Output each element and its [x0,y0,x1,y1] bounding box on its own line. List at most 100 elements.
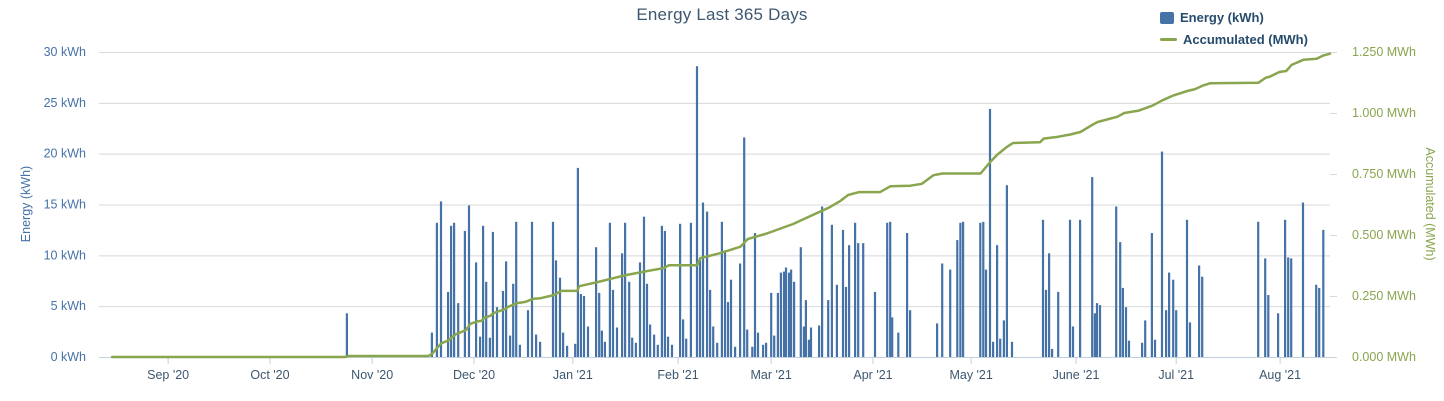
energy-bar [1277,313,1280,357]
y-axis-right-label: 0.250 MWh [1352,289,1416,303]
energy-bar [979,222,982,357]
energy-bar [1165,310,1168,357]
energy-bar [1301,202,1305,357]
energy-bar [435,222,438,357]
energy-bar [488,337,491,357]
legend-label: Accumulated (MWh) [1183,32,1308,47]
energy-bar [450,225,453,357]
energy-bar [1141,342,1144,357]
energy-bar [841,229,845,357]
energy-bar [709,289,712,357]
energy-bar [726,302,730,357]
energy-bar [936,323,939,357]
energy-bar [956,240,959,357]
energy-bar [873,291,877,357]
energy-bar [1153,339,1157,357]
energy-bar [1005,185,1008,357]
energy-bar [1119,242,1122,357]
energy-bar [1185,219,1189,358]
energy-bar [621,253,624,357]
energy-bar [988,108,992,358]
energy-bar [539,341,542,358]
energy-bar [447,291,450,357]
energy-bar [716,342,719,357]
x-axis-label: Jan '21 [553,368,593,382]
energy-bar [576,167,579,357]
energy-bar [1071,326,1075,357]
x-axis-label: Oct '20 [250,368,289,382]
x-axis-label: Sep '20 [147,368,189,382]
energy-bar [685,338,688,357]
legend-item-energy[interactable]: Energy (kWh) [1160,8,1308,27]
energy-bar [1010,341,1014,358]
energy-bar [773,335,776,357]
energy-bar [984,269,988,357]
energy-bar [515,221,518,357]
y-axis-left-label: 10 kWh [44,248,86,262]
energy-bar [1257,221,1260,357]
energy-bar [1201,276,1204,357]
energy-bar [897,332,900,357]
x-axis-label: Apr '21 [853,368,892,382]
energy-bar [723,250,727,358]
y-axis-right-label: 1.250 MWh [1352,45,1416,59]
energy-bar [501,290,505,357]
legend-item-accumulated[interactable]: Accumulated (MWh) [1160,30,1308,49]
energy-bar [518,344,521,357]
energy-bar [670,344,674,357]
energy-bar [1121,287,1124,357]
energy-bar [844,286,848,357]
energy-bar [1168,272,1171,357]
y-axis-left-label: 25 kWh [44,96,86,110]
energy-bar [1115,206,1118,357]
accumulated-line [110,52,1332,359]
bar-swatch-icon [1160,11,1174,24]
energy-bar [586,326,590,357]
energy-bar [656,344,659,357]
energy-bar [909,310,912,357]
energy-bar [787,272,791,357]
energy-bar [1091,177,1094,357]
energy-bar [482,225,485,357]
energy-bar [779,272,782,357]
energy-bar [962,221,965,357]
energy-bar [734,346,737,357]
energy-bar [835,284,838,357]
energy-bar [1057,291,1060,357]
energy-bar [634,342,637,357]
energy-bar [1044,289,1048,357]
y-axis-right-label: 0.000 MWh [1352,350,1416,364]
energy-bar [475,262,478,357]
energy-bar [959,222,962,357]
y-axis-right-label: 1.000 MWh [1352,106,1416,120]
energy-bar [598,292,601,357]
energy-bar [756,332,760,357]
energy-bar [682,319,685,357]
energy-bar [712,326,715,357]
energy-bar [574,343,577,357]
energy-bar [1068,219,1072,358]
energy-bar [562,332,565,357]
energy-bar [799,247,802,357]
energy-bar [660,225,663,357]
energy-bar [653,334,656,357]
y-axis-left-label: 30 kWh [44,45,86,59]
energy-bar [1284,219,1287,358]
energy-bar [566,345,569,357]
energy-bar [509,335,512,357]
energy-bar [1124,307,1128,357]
energy-bar [949,269,952,357]
y-axis-right-label: 0.750 MWh [1352,167,1416,181]
y-axis-right-title: Accumulated (MWh) [1423,147,1437,260]
energy-bar [595,247,598,357]
energy-bar [463,230,466,357]
energy-bar [551,221,555,357]
energy-bar [982,221,985,357]
energy-bar [645,283,649,357]
x-axis-label: Aug '21 [1259,368,1301,382]
energy-bar [854,222,857,357]
energy-bar [649,324,652,357]
line-swatch-icon [1160,38,1177,41]
energy-bar [765,342,768,357]
